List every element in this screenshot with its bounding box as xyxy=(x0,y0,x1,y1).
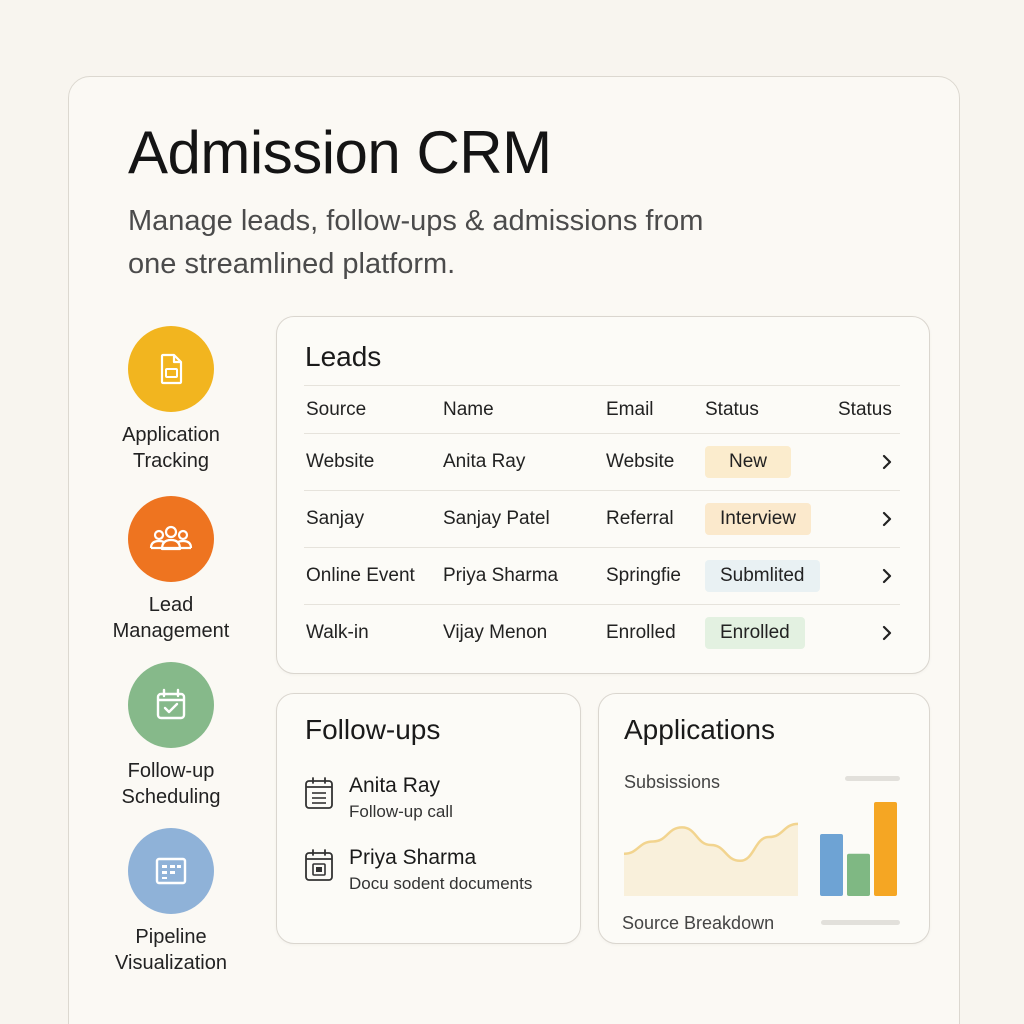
area-fill xyxy=(624,823,798,896)
cell-source: Sanjay xyxy=(306,508,365,529)
cell-name: Priya Sharma xyxy=(443,565,559,586)
cell-email: Website xyxy=(606,451,675,472)
cell-email: Enrolled xyxy=(606,622,676,643)
chevron-right-icon[interactable] xyxy=(880,491,894,547)
page-title: Admission CRM xyxy=(128,119,552,186)
legend-placeholder xyxy=(845,776,900,781)
column-header-email: Email xyxy=(606,398,654,420)
followup-name: Priya Sharma xyxy=(349,846,477,869)
cell-source: Website xyxy=(306,451,375,472)
column-header-status-2: Status xyxy=(838,398,892,420)
cell-source: Online Event xyxy=(306,565,415,586)
followups-title: Follow-ups xyxy=(305,714,441,745)
board-icon xyxy=(128,828,214,914)
table-row[interactable]: Website Anita Ray Website New xyxy=(304,433,900,490)
feature-label: Management xyxy=(112,620,230,642)
feature-label: Tracking xyxy=(133,450,209,472)
submissions-area-chart xyxy=(624,822,798,896)
applications-card: Applications Subsissions Source Breakdow… xyxy=(598,693,930,944)
feature-follow-up-scheduling[interactable]: Follow-up Scheduling xyxy=(96,662,246,810)
feature-application-tracking[interactable]: Application Tracking xyxy=(96,326,246,474)
status-badge: Interview xyxy=(705,503,812,535)
followup-name: Anita Ray xyxy=(349,774,441,797)
cell-name: Vijay Menon xyxy=(443,622,548,643)
feature-label: Follow-up xyxy=(127,760,215,782)
leads-table: Source Name Email Status Status Website … xyxy=(304,385,900,661)
bar xyxy=(874,802,897,896)
table-row[interactable]: Online Event Priya Sharma Springfie Subm… xyxy=(304,547,900,604)
bar xyxy=(847,853,870,896)
submissions-label: Subsissions xyxy=(624,772,721,792)
bar xyxy=(820,833,843,896)
table-header: Source Name Email Status Status xyxy=(304,385,900,433)
calendar-check-icon xyxy=(128,662,214,748)
feature-label: Lead xyxy=(148,594,194,616)
source-breakdown-label: Source Breakdown xyxy=(622,913,775,933)
applications-title: Applications xyxy=(624,714,775,745)
feature-label: Visualization xyxy=(115,952,227,974)
cell-name: Anita Ray xyxy=(443,451,526,472)
cell-source: Walk-in xyxy=(306,622,369,643)
followups-card: Follow-ups Anita Ray Follow-up call xyxy=(276,693,581,944)
feature-lead-management[interactable]: Lead Management xyxy=(96,496,246,644)
column-header-name: Name xyxy=(443,398,494,420)
table-row[interactable]: Sanjay Sanjay Patel Referral Interview xyxy=(304,490,900,547)
feature-label: Pipeline xyxy=(135,926,207,948)
document-icon xyxy=(128,326,214,412)
page-subtitle: Manage leads, follow-ups & admissions fr… xyxy=(128,205,704,280)
leads-card: Leads Source Name Email Status Status We… xyxy=(276,316,930,674)
chevron-right-icon[interactable] xyxy=(880,548,894,604)
cell-name: Sanjay Patel xyxy=(443,508,550,529)
cell-email: Referral xyxy=(606,508,674,529)
feature-label: Scheduling xyxy=(121,786,221,808)
column-header-status: Status xyxy=(705,398,759,420)
feature-label: Application xyxy=(122,424,220,446)
group-icon xyxy=(128,496,214,582)
chevron-right-icon[interactable] xyxy=(880,605,894,661)
leads-title: Leads xyxy=(305,341,382,372)
area-line xyxy=(624,822,798,863)
source-breakdown-bar-chart xyxy=(820,802,897,896)
status-badge: Submlited xyxy=(705,560,820,592)
column-header-source: Source xyxy=(306,398,367,420)
chevron-right-icon[interactable] xyxy=(880,434,894,490)
calendar-list-icon xyxy=(304,776,334,815)
cell-email: Springfie xyxy=(606,565,681,586)
calendar-doc-icon xyxy=(304,848,334,887)
status-badge: New xyxy=(705,446,792,478)
legend-placeholder xyxy=(821,920,900,925)
feature-pipeline-visualization[interactable]: Pipeline Visualization xyxy=(96,828,246,976)
followup-desc: Docu sodent documents xyxy=(349,874,533,893)
status-badge: Enrolled xyxy=(705,617,805,649)
followup-desc: Follow-up call xyxy=(349,802,453,821)
table-row[interactable]: Walk-in Vijay Menon Enrolled Enrolled xyxy=(304,604,900,661)
